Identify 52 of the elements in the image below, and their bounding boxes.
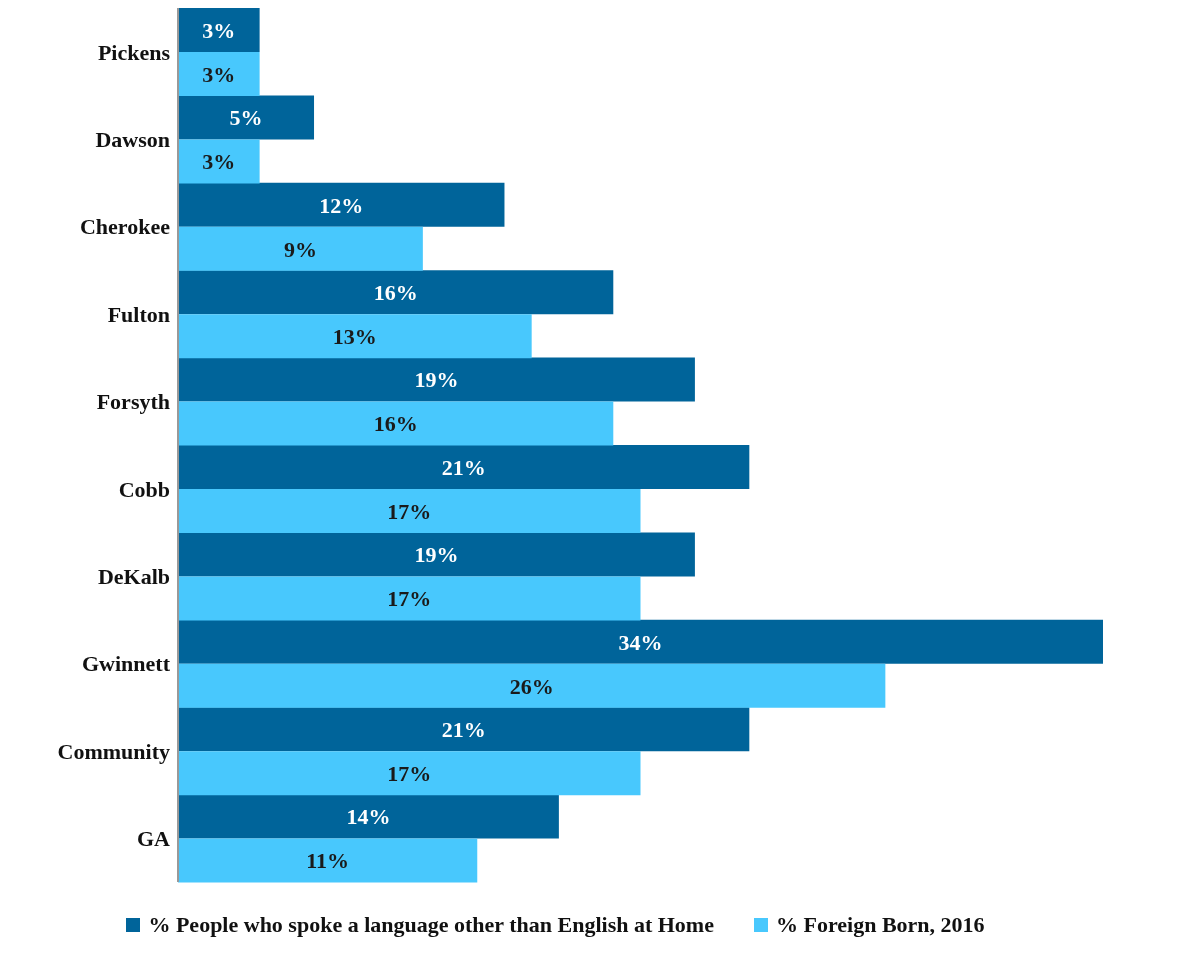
bar xyxy=(178,445,750,489)
y-tick-label: Dawson xyxy=(95,126,170,152)
bar xyxy=(178,226,423,271)
data-label: 12% xyxy=(319,192,364,218)
y-tick-label: Forsyth xyxy=(96,389,170,415)
y-tick-label: Cobb xyxy=(118,476,170,502)
data-label: 21% xyxy=(441,454,486,480)
data-label: 3% xyxy=(202,149,236,175)
bar xyxy=(178,663,886,708)
data-label: 16% xyxy=(373,280,418,306)
data-label: 9% xyxy=(283,236,317,262)
bar xyxy=(178,357,695,402)
data-label: 14% xyxy=(346,804,391,830)
y-tick-label: Gwinnett xyxy=(82,651,171,677)
legend-label: % People who spoke a language other than English at Home xyxy=(147,912,714,938)
data-label: 26% xyxy=(509,673,554,699)
bar xyxy=(178,619,1103,664)
data-label: 19% xyxy=(414,367,459,393)
y-tick-label: GA xyxy=(137,826,171,852)
bar xyxy=(178,707,750,752)
bar xyxy=(178,314,532,359)
y-tick-label: Cherokee xyxy=(79,214,171,240)
bar xyxy=(178,751,641,796)
data-label: 19% xyxy=(414,542,459,568)
legend-label: % Foreign Born, 2016 xyxy=(774,912,985,938)
data-label: 17% xyxy=(387,761,432,787)
data-label: 13% xyxy=(332,324,377,350)
bar xyxy=(178,794,559,839)
data-label: 17% xyxy=(387,498,432,524)
y-tick-label: Pickens xyxy=(97,39,171,65)
bar xyxy=(178,576,641,621)
data-label: 11% xyxy=(306,848,350,874)
bar xyxy=(178,838,478,883)
bar xyxy=(178,139,260,184)
y-tick-label: DeKalb xyxy=(97,563,170,589)
bar xyxy=(178,401,614,446)
y-tick-label: Community xyxy=(57,738,170,764)
data-label: 16% xyxy=(373,411,418,437)
bar xyxy=(178,95,315,140)
data-label: 3% xyxy=(202,17,236,43)
y-tick-label: Fulton xyxy=(107,301,170,327)
bar xyxy=(178,8,260,52)
bar xyxy=(178,52,260,96)
data-label: 3% xyxy=(202,61,236,87)
bar xyxy=(178,532,695,577)
bar xyxy=(178,489,641,533)
bar xyxy=(178,182,505,227)
data-label: 5% xyxy=(229,105,263,131)
data-label: 21% xyxy=(441,717,486,743)
data-label: 34% xyxy=(618,629,663,655)
data-label: 17% xyxy=(387,586,432,612)
bar xyxy=(178,270,614,315)
